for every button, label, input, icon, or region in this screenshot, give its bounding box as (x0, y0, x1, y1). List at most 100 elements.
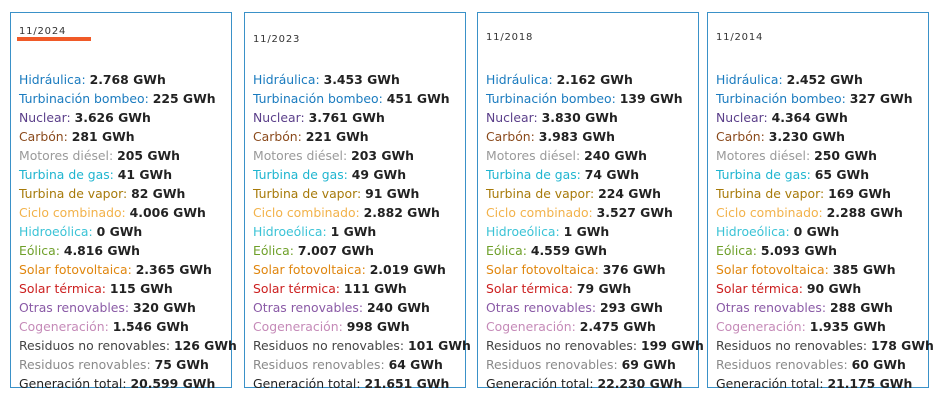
generation-row: Hidráulica: 2.162 GWh (486, 70, 694, 89)
generation-row: Motores diésel: 205 GWh (19, 146, 227, 165)
generation-row: Nuclear: 4.364 GWh (716, 108, 924, 127)
source-label: Generación total (253, 376, 357, 391)
label-separator: : (81, 72, 90, 87)
label-separator: : (361, 262, 370, 277)
source-value: 998 GWh (346, 319, 410, 334)
label-separator: : (818, 205, 827, 220)
label-separator: : (841, 91, 850, 106)
label-separator: : (530, 129, 539, 144)
label-separator: : (824, 262, 833, 277)
label-separator: : (589, 376, 598, 391)
generation-row: Ciclo combinado: 4.006 GWh (19, 203, 227, 222)
label-separator: : (555, 224, 564, 239)
generation-list: Hidráulica: 3.453 GWh Turbinación bombeo:… (253, 70, 471, 393)
source-value: 21.651 GWh (364, 376, 450, 391)
source-label: Nuclear (486, 110, 534, 125)
generation-row: Ciclo combinado: 2.882 GWh (253, 203, 461, 222)
source-value: 2.882 GWh (363, 205, 440, 220)
source-value: 320 GWh (133, 300, 196, 315)
source-value: 2.768 GWh (89, 72, 166, 87)
generation-row: Eólica: 4.559 GWh (486, 241, 694, 260)
source-label: Carbón (486, 129, 531, 144)
selected-date-underline (17, 37, 91, 41)
generation-row: Otras renovables: 293 GWh (486, 298, 694, 317)
label-separator: : (752, 243, 761, 258)
source-label: Ciclo combinado (486, 205, 589, 220)
source-value: 4.364 GWh (771, 110, 848, 125)
generation-row: Hidráulica: 3.453 GWh (253, 70, 461, 89)
label-separator: : (144, 91, 153, 106)
source-value: 3.527 GWh (596, 205, 673, 220)
generation-row: Turbina de vapor: 224 GWh (486, 184, 694, 203)
generation-row: Turbina de gas: 74 GWh (486, 165, 694, 184)
label-separator: : (358, 300, 368, 315)
source-value: 1.546 GWh (112, 319, 189, 334)
generation-row: Solar fotovoltaica: 376 GWh (486, 260, 694, 279)
card-date[interactable]: 11/2018 (486, 32, 534, 43)
period-card: 11/2023 Hidráulica: 3.453 GWh Turbinación … (244, 12, 471, 391)
source-value: 0 GWh (793, 224, 840, 239)
source-label: Eólica (716, 243, 753, 258)
source-label: Turbina de vapor (486, 186, 590, 201)
label-separator: : (548, 72, 557, 87)
source-label: Hidroeólica (19, 224, 89, 239)
source-value: 139 GWh (619, 91, 683, 106)
source-value: 49 GWh (351, 167, 407, 182)
source-label: Turbina de gas (486, 167, 577, 182)
source-label: Turbina de vapor (19, 186, 123, 201)
label-separator: : (356, 376, 365, 391)
generation-row: Otras renovables: 240 GWh (253, 298, 461, 317)
label-separator: : (109, 167, 118, 182)
generation-row: Solar fotovoltaica: 385 GWh (716, 260, 924, 279)
source-value: 22.230 GWh (597, 376, 683, 391)
generation-row: Hidráulica: 2.768 GWh (19, 70, 227, 89)
source-value: 451 GWh (386, 91, 450, 106)
source-value: 2.365 GWh (135, 262, 212, 277)
source-label: Nuclear (716, 110, 764, 125)
source-value: 64 GWh (388, 357, 443, 372)
source-value: 2.019 GWh (369, 262, 446, 277)
label-separator: : (632, 338, 641, 353)
source-label: Cogeneración (253, 319, 339, 334)
source-label: Nuclear (19, 110, 67, 125)
source-value: 199 GWh (640, 338, 704, 353)
label-separator: : (611, 91, 620, 106)
source-value: 224 GWh (598, 186, 661, 201)
label-separator: : (146, 357, 155, 372)
source-value: 205 GWh (117, 148, 180, 163)
label-separator: : (343, 167, 352, 182)
source-value: 126 GWh (173, 338, 237, 353)
source-label: Turbina de gas (253, 167, 344, 182)
source-label: Carbón (716, 129, 761, 144)
source-label: Motores diésel (716, 148, 807, 163)
label-separator: : (357, 186, 366, 201)
source-value: 178 GWh (870, 338, 934, 353)
label-separator: : (121, 205, 130, 220)
label-separator: : (380, 357, 389, 372)
source-value: 293 GWh (600, 300, 663, 315)
label-separator: : (109, 148, 118, 163)
source-label: Solar fotovoltaica (486, 262, 595, 277)
generation-row: Hidroeólica: 1 GWh (486, 222, 694, 241)
card-date[interactable]: 11/2024 (19, 26, 67, 37)
source-label: Turbinación bombeo (486, 91, 612, 106)
label-separator: : (124, 300, 134, 315)
label-separator: : (613, 357, 622, 372)
label-separator: : (533, 110, 542, 125)
generation-row: Cogeneración: 1.935 GWh (716, 317, 924, 336)
label-separator: : (843, 357, 852, 372)
source-value: 4.559 GWh (530, 243, 607, 258)
label-separator: : (322, 224, 331, 239)
source-value: 3.830 GWh (541, 110, 618, 125)
source-label: Eólica (253, 243, 290, 258)
card-date[interactable]: 11/2014 (716, 32, 764, 43)
generation-row: Cogeneración: 1.546 GWh (19, 317, 227, 336)
source-value: 65 GWh (814, 167, 870, 182)
period-card: 11/2018 Hidráulica: 2.162 GWh Turbinación … (477, 12, 704, 391)
label-separator: : (798, 281, 807, 296)
source-label: Hidráulica (253, 72, 316, 87)
generation-row: Motores diésel: 250 GWh (716, 146, 924, 165)
source-value: 281 GWh (71, 129, 135, 144)
source-label: Motores diésel (253, 148, 344, 163)
card-date[interactable]: 11/2023 (253, 34, 301, 45)
